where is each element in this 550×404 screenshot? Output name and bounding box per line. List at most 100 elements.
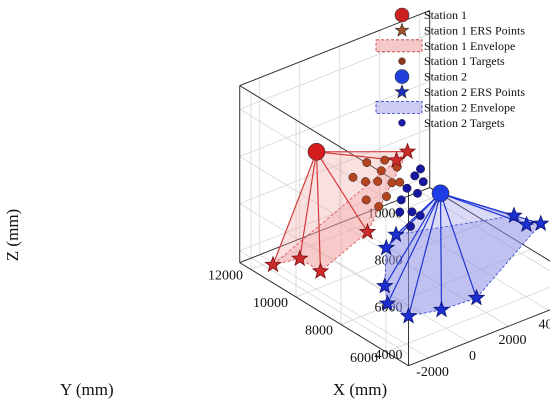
grid-line: [239, 128, 430, 204]
ers-ray: [315, 151, 322, 272]
x-tick-label: 2000: [499, 333, 527, 348]
target-point: [402, 183, 412, 193]
envelope-facet: [316, 151, 368, 272]
ers-ray: [440, 192, 541, 225]
axis-edge: [239, 262, 409, 367]
legend-label: Station 2 Targets: [424, 116, 505, 130]
z-tick-label: 6000: [375, 301, 403, 316]
ers-point: [358, 222, 377, 240]
y-axis-label: Y (mm): [60, 380, 114, 399]
ers-ray: [439, 193, 478, 299]
envelope-facet: [440, 193, 477, 310]
legend-label: Station 1 Targets: [424, 54, 505, 68]
y-tick-label: 8000: [305, 323, 333, 338]
grid-line: [239, 108, 409, 213]
target-point: [361, 177, 370, 187]
target-point: [361, 195, 371, 205]
legend-marker: [375, 39, 423, 53]
target-point: [413, 188, 422, 198]
grid-line: [239, 156, 409, 260]
axis-edge: [429, 187, 550, 262]
grid-line: [239, 175, 430, 252]
grid-line: [239, 80, 430, 157]
grid-line: [419, 191, 550, 272]
legend-marker: [394, 84, 410, 99]
z-axis-label: Z (mm): [3, 209, 22, 261]
target-point: [348, 172, 358, 182]
legend-label: Station 1: [424, 8, 467, 22]
z-tick-label: 4000: [375, 348, 403, 363]
x-tick-label: -2000: [416, 365, 449, 380]
target-point: [395, 177, 405, 187]
target-point: [395, 207, 405, 217]
envelope-facet: [384, 193, 441, 304]
target-point: [410, 171, 420, 181]
grid-line: [340, 249, 532, 325]
legend-label: Station 1 ERS Points: [424, 23, 525, 37]
plot-area: [264, 142, 550, 324]
legend-label: Station 2 Envelope: [424, 100, 515, 114]
target-point: [418, 177, 428, 187]
y-tick-label: 6000: [350, 351, 378, 366]
y-tick-label: 10000: [253, 296, 288, 311]
grid-line: [259, 254, 429, 359]
ers-ray: [272, 151, 318, 266]
ers-point: [399, 306, 418, 324]
target-point: [396, 195, 406, 205]
grid-line: [385, 286, 550, 353]
x-tick-label: 4000: [539, 317, 550, 332]
target-point: [407, 207, 417, 217]
x-axis-label: X (mm): [333, 380, 387, 399]
ers-point: [291, 249, 309, 267]
target-point: [373, 176, 383, 186]
legend-marker: [394, 22, 410, 37]
axis-edge: [239, 10, 430, 87]
ers-point: [378, 294, 397, 311]
station-point: [307, 143, 326, 161]
x-tick-label: 0: [469, 349, 476, 364]
ers-ray: [384, 193, 442, 287]
grid-line: [239, 203, 409, 308]
target-point: [380, 155, 390, 165]
ers-ray: [299, 151, 318, 259]
ers-point: [432, 300, 451, 318]
station-point: [431, 184, 450, 203]
target-point: [376, 166, 386, 176]
z-tick-label: 8000: [375, 254, 403, 269]
grid-line: [339, 222, 509, 327]
target-point: [374, 202, 384, 212]
envelope-facet: [387, 193, 441, 317]
ers-point: [532, 214, 550, 232]
target-point: [362, 158, 372, 167]
ers-point: [311, 262, 330, 279]
ers-point: [376, 276, 394, 294]
target-point: [416, 164, 425, 174]
ers-point: [505, 206, 523, 224]
legend-marker: [398, 119, 406, 127]
ers-point: [377, 238, 396, 256]
legend-marker: [398, 57, 406, 65]
ers-point: [467, 288, 486, 306]
target-point: [382, 192, 391, 202]
legend-label: Station 2 ERS Points: [424, 85, 525, 99]
ers-ray: [439, 193, 443, 310]
ers-point: [264, 255, 282, 273]
ers-ray: [315, 151, 369, 233]
envelope-facet: [299, 151, 321, 272]
target-point: [415, 211, 425, 221]
target-point: [387, 178, 397, 188]
legend-marker: [375, 101, 423, 114]
legend-marker: [394, 7, 410, 23]
axis-ticks: 40006000800010000600080001000012000-2000…: [208, 206, 550, 379]
ers-point: [517, 215, 536, 233]
ers-point: [398, 142, 417, 160]
grid-line: [299, 238, 469, 343]
envelope-2: [384, 215, 542, 317]
ers-ray: [407, 193, 442, 317]
ers-ray: [386, 193, 442, 304]
ers-point: [387, 225, 405, 243]
target-point: [406, 221, 415, 231]
y-tick-label: 12000: [208, 268, 243, 283]
grid-line: [239, 250, 409, 355]
